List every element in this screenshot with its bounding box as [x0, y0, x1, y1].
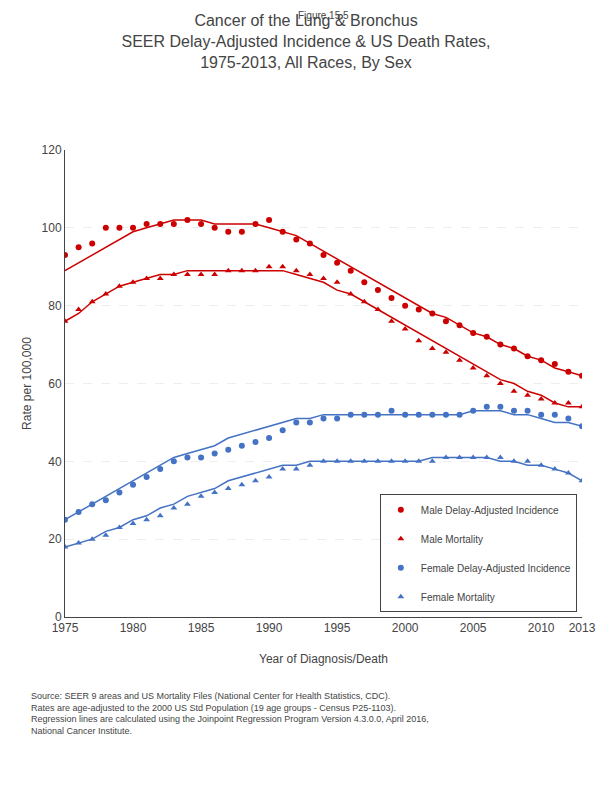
- svg-text:120: 120: [42, 143, 62, 157]
- svg-text:80: 80: [48, 299, 62, 313]
- svg-text:Cancer of the Lung & BronchusS: Cancer of the Lung & BronchusSEER Delay-…: [121, 12, 490, 71]
- svg-text:2013: 2013: [569, 621, 596, 635]
- svg-text:1985: 1985: [188, 621, 215, 635]
- svg-text:40: 40: [48, 455, 62, 469]
- svg-text:2005: 2005: [460, 621, 487, 635]
- svg-text:2000: 2000: [392, 621, 419, 635]
- svg-text:60: 60: [48, 377, 62, 391]
- svg-text:2010: 2010: [528, 621, 555, 635]
- svg-text:Year of Diagnosis/Death: Year of Diagnosis/Death: [259, 652, 388, 666]
- svg-text:Male Delay-Adjusted Incidence: Male Delay-Adjusted Incidence: [421, 505, 559, 516]
- svg-text:1975: 1975: [52, 621, 79, 635]
- svg-text:0: 0: [55, 610, 62, 624]
- svg-text:Source: SEER 9 areas and US Mo: Source: SEER 9 areas and US Mortality Fi…: [31, 691, 429, 736]
- svg-text:1980: 1980: [120, 621, 147, 635]
- svg-text:Figure 15.5: Figure 15.5: [298, 10, 349, 21]
- svg-text:20: 20: [48, 532, 62, 546]
- svg-text:1990: 1990: [256, 621, 283, 635]
- svg-text:Female Delay-Adjusted Incidenc: Female Delay-Adjusted Incidence: [421, 563, 571, 574]
- svg-text:1995: 1995: [324, 621, 351, 635]
- svg-text:Female Mortality: Female Mortality: [421, 592, 495, 603]
- svg-text:100: 100: [42, 221, 62, 235]
- svg-text:Rate per 100,000: Rate per 100,000: [20, 337, 34, 430]
- svg-text:Male Mortality: Male Mortality: [421, 534, 483, 545]
